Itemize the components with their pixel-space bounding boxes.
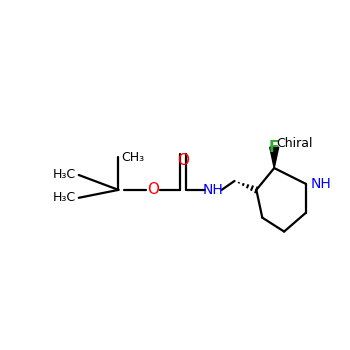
Text: CH₃: CH₃ xyxy=(121,150,145,164)
Text: H₃C: H₃C xyxy=(52,168,76,182)
Text: Chiral: Chiral xyxy=(276,137,312,150)
Text: F: F xyxy=(269,140,279,155)
Text: O: O xyxy=(147,182,159,197)
Text: H₃C: H₃C xyxy=(52,191,76,204)
Text: NH: NH xyxy=(311,177,332,191)
Polygon shape xyxy=(270,147,279,168)
Text: NH: NH xyxy=(202,183,223,197)
Text: O: O xyxy=(177,153,189,168)
